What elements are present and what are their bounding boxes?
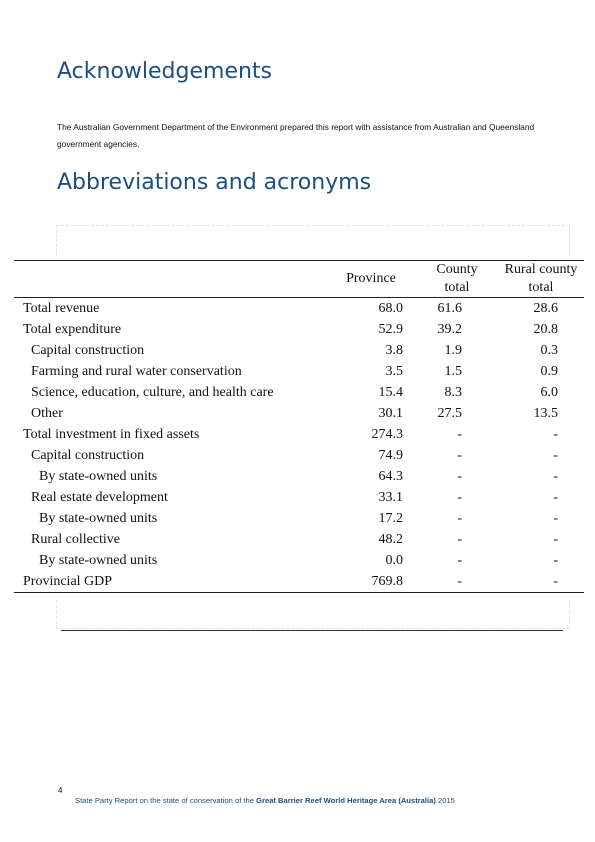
- cell-province: 30.1: [378, 406, 404, 421]
- row-label: Real estate development: [31, 490, 168, 505]
- row-label: By state-owned units: [39, 553, 158, 568]
- table-row: Total expenditure 52.9 39.2 20.8: [14, 319, 584, 340]
- cell-province: 74.9: [378, 448, 404, 463]
- cell-province: 3.5: [385, 364, 404, 379]
- header-county-total: County total: [416, 261, 498, 298]
- table-header-row: Province County total Rural county total: [14, 261, 584, 298]
- table-frame-top: [56, 225, 570, 256]
- cell-rural: -: [553, 427, 558, 442]
- table-row: Total revenue 68.0 61.6 28.6: [14, 298, 584, 320]
- cell-province: 68.0: [378, 301, 404, 316]
- table-row: Farming and rural water conservation 3.5…: [14, 361, 584, 382]
- cell-province: 3.8: [385, 343, 404, 358]
- row-label: By state-owned units: [39, 469, 158, 484]
- row-label: Capital construction: [31, 448, 145, 463]
- cell-rural: 0.3: [540, 343, 559, 358]
- cell-rural: -: [553, 490, 558, 505]
- cell-province: 15.4: [378, 385, 404, 400]
- cell-county: -: [457, 511, 462, 526]
- cell-county: -: [457, 469, 462, 484]
- table-row: By state-owned units 17.2 - -: [14, 508, 584, 529]
- page-number: 4: [58, 786, 63, 795]
- table-row: Other 30.1 27.5 13.5: [14, 403, 584, 424]
- header-rural-county-total: Rural county total: [498, 261, 584, 298]
- cell-county: 1.9: [444, 343, 463, 358]
- table-row: Capital construction 3.8 1.9 0.3: [14, 340, 584, 361]
- cell-rural: -: [553, 553, 558, 568]
- header-county-line2: total: [444, 280, 470, 295]
- cell-rural: -: [553, 448, 558, 463]
- cell-county: -: [457, 574, 462, 589]
- row-label: Total revenue: [23, 301, 100, 316]
- cell-province: 274.3: [371, 427, 404, 442]
- table-underline: [61, 630, 563, 631]
- table-row: Real estate development 33.1 - -: [14, 487, 584, 508]
- cell-rural: 28.6: [533, 301, 559, 316]
- cell-province: 769.8: [371, 574, 404, 589]
- table-row: Capital construction 74.9 - -: [14, 445, 584, 466]
- table-row: Science, education, culture, and health …: [14, 382, 584, 403]
- cell-province: 48.2: [378, 532, 404, 547]
- cell-rural: -: [553, 469, 558, 484]
- table-row: By state-owned units 64.3 - -: [14, 466, 584, 487]
- cell-rural: 20.8: [533, 322, 559, 337]
- cell-county: 8.3: [444, 385, 463, 400]
- cell-county: 39.2: [437, 322, 463, 337]
- cell-rural: 13.5: [533, 406, 559, 421]
- abbreviations-heading: Abbreviations and acronyms: [57, 170, 372, 195]
- cell-rural: -: [553, 532, 558, 547]
- cell-county: -: [457, 427, 462, 442]
- footer-bold-text: Great Barrier Reef World Heritage Area (…: [256, 796, 436, 805]
- header-county-line1: County: [436, 262, 478, 277]
- table-row: By state-owned units 0.0 - -: [14, 550, 584, 571]
- table-row: Provincial GDP 769.8 - -: [14, 571, 584, 593]
- footer-text: State Party Report on the state of conse…: [75, 796, 257, 805]
- acknowledgements-heading: Acknowledgements: [57, 59, 273, 84]
- header-blank: [14, 261, 326, 298]
- row-label: Other: [31, 406, 63, 421]
- cell-county: -: [457, 448, 462, 463]
- table-row: Total investment in fixed assets 274.3 -…: [14, 424, 584, 445]
- cell-province: 52.9: [378, 322, 404, 337]
- header-province: Province: [326, 261, 416, 298]
- table-frame-bottom: [56, 600, 570, 629]
- cell-county: -: [457, 490, 462, 505]
- row-label: Science, education, culture, and health …: [31, 385, 274, 400]
- cell-province: 17.2: [378, 511, 404, 526]
- cell-rural: -: [553, 574, 558, 589]
- cell-county: 1.5: [444, 364, 463, 379]
- cell-province: 64.3: [378, 469, 404, 484]
- row-label: Total investment in fixed assets: [23, 427, 200, 442]
- cell-county: -: [457, 553, 462, 568]
- data-table: Province County total Rural county total…: [14, 260, 584, 593]
- row-label: Rural collective: [31, 532, 121, 547]
- cell-county: 61.6: [437, 301, 463, 316]
- header-rural-line1: Rural county: [504, 262, 578, 277]
- cell-rural: -: [553, 511, 558, 526]
- row-label: Capital construction: [31, 343, 145, 358]
- page-footer: State Party Report on the state of conse…: [75, 796, 455, 805]
- cell-county: -: [457, 532, 462, 547]
- header-province-label: Province: [346, 271, 396, 286]
- header-rural-line2: total: [528, 280, 554, 295]
- row-label: Total expenditure: [23, 322, 122, 337]
- cell-rural: 0.9: [540, 364, 559, 379]
- row-label: Farming and rural water conservation: [31, 364, 242, 379]
- footer-year: 2015: [435, 796, 455, 805]
- acknowledgement-paragraph: The Australian Government Department of …: [57, 122, 535, 149]
- cell-county: 27.5: [437, 406, 463, 421]
- cell-province: 0.0: [385, 553, 404, 568]
- table-row: Rural collective 48.2 - -: [14, 529, 584, 550]
- row-label: By state-owned units: [39, 511, 158, 526]
- cell-province: 33.1: [378, 490, 404, 505]
- row-label: Provincial GDP: [23, 574, 113, 589]
- cell-rural: 6.0: [540, 385, 559, 400]
